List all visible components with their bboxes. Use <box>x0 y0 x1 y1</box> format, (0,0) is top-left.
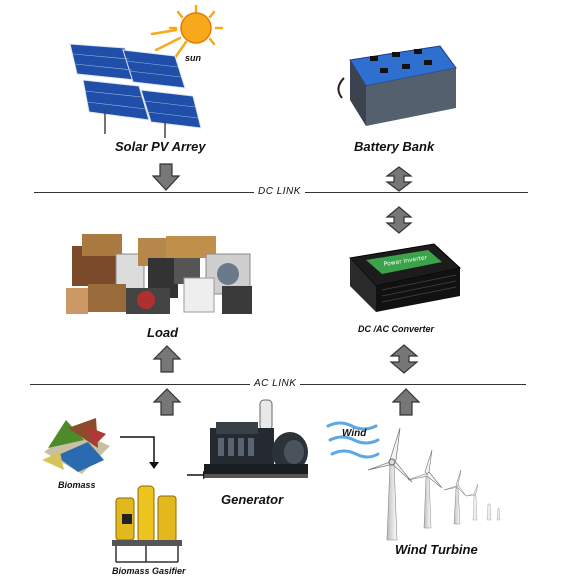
generator-up-arrow-icon <box>152 388 182 416</box>
battery-bidirectional-arrow-icon <box>385 166 413 192</box>
gasifier-icon <box>112 485 182 563</box>
converter-ac-arrow-icon <box>389 344 419 374</box>
wind-up-arrow-icon <box>391 388 421 416</box>
load-appliances-icon <box>66 234 252 314</box>
wind-label: Wind <box>342 428 367 439</box>
turbine-label: Wind Turbine <box>395 542 478 557</box>
solar-panel-icon <box>69 43 202 138</box>
battery-label: Battery Bank <box>354 139 435 154</box>
converter-icon: Power Inverter <box>349 243 462 312</box>
generator-icon <box>204 399 308 478</box>
biomass-label: Biomass <box>58 480 96 490</box>
load-up-arrow-icon <box>152 345 182 373</box>
generator-label: Generator <box>221 492 284 507</box>
wind-icon <box>326 421 380 459</box>
gasifier-label: Biomass Gasifier <box>112 566 186 576</box>
biomass-icon <box>42 418 110 474</box>
wind-turbines-icon <box>367 427 501 541</box>
solar-down-arrow-icon <box>151 163 181 191</box>
converter-label: DC /AC Converter <box>358 324 435 334</box>
solar-label: Solar PV Arrey <box>115 139 206 154</box>
sun-icon <box>150 4 224 64</box>
battery-icon <box>337 45 457 126</box>
biomass-to-gasifier-arrow-icon <box>120 436 159 469</box>
ac-link-label: AC LINK <box>250 378 301 389</box>
converter-dc-arrow-icon <box>385 206 413 234</box>
sun-label: sun <box>185 53 202 63</box>
load-label: Load <box>147 325 179 340</box>
dc-link-label: DC LINK <box>254 186 305 197</box>
